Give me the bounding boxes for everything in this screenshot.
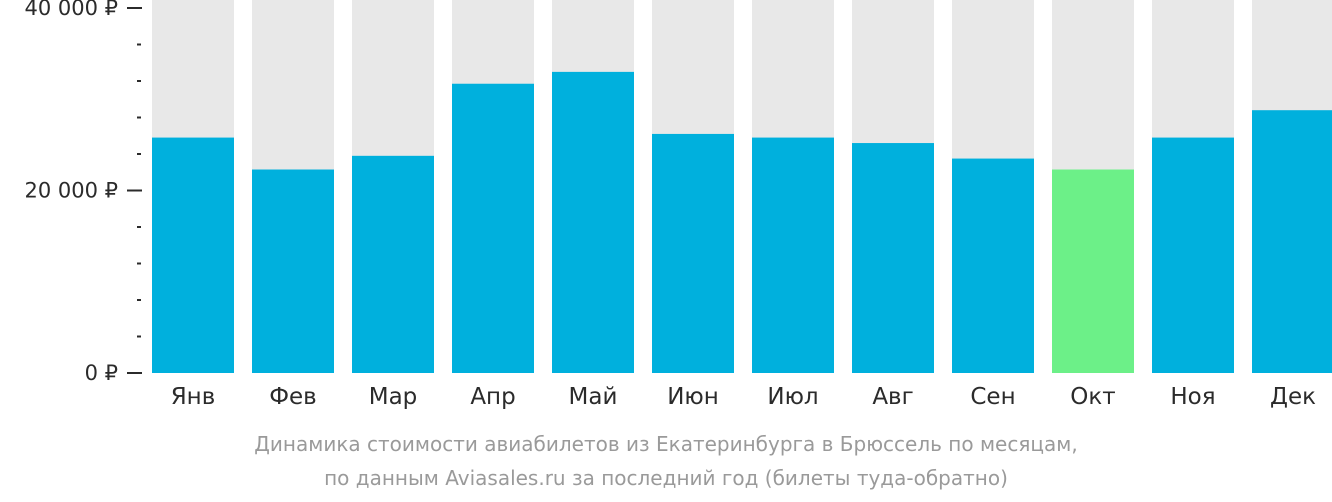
x-tick-label-11: Дек bbox=[1270, 384, 1316, 410]
x-tick-label-1: Фев bbox=[269, 384, 317, 410]
bar-11 bbox=[1252, 110, 1332, 373]
y-axis: 0 ₽ 20 000 ₽ 40 000 ₽ bbox=[24, 0, 142, 385]
bar-0 bbox=[152, 137, 234, 373]
x-tick-label-10: Ноя bbox=[1170, 384, 1215, 410]
bar-2 bbox=[352, 155, 434, 373]
bar-1 bbox=[252, 169, 334, 373]
bar-8 bbox=[952, 158, 1034, 373]
bar-5 bbox=[652, 133, 734, 373]
bar-6 bbox=[752, 137, 834, 373]
x-tick-label-0: Янв bbox=[171, 384, 216, 410]
x-tick-label-9: Окт bbox=[1070, 384, 1115, 410]
bar-4 bbox=[552, 71, 634, 373]
x-tick-label-7: Авг bbox=[872, 384, 913, 410]
chart-caption-line-1: Динамика стоимости авиабилетов из Екатер… bbox=[254, 432, 1078, 456]
bar-3 bbox=[452, 83, 534, 374]
bar-7 bbox=[852, 143, 934, 373]
chart-caption-line-2: по данным Aviasales.ru за последний год … bbox=[324, 466, 1008, 490]
x-tick-label-8: Сен bbox=[970, 384, 1015, 410]
x-tick-label-4: Май bbox=[569, 384, 618, 410]
y-tick-label-0: 0 ₽ bbox=[85, 361, 118, 385]
x-tick-label-5: Июн bbox=[667, 384, 719, 410]
x-axis-labels: Янв Фев Мар Апр Май Июн Июл Авг Сен Окт Ноя Дек bbox=[171, 384, 1316, 410]
bar-10 bbox=[1152, 137, 1234, 373]
bar-9 bbox=[1052, 169, 1134, 373]
y-tick-label-2: 40 000 ₽ bbox=[24, 0, 118, 20]
x-tick-label-2: Мар bbox=[369, 384, 418, 410]
x-tick-label-3: Апр bbox=[470, 384, 515, 410]
x-tick-label-6: Июл bbox=[767, 384, 818, 410]
data-bars bbox=[152, 71, 1332, 374]
y-tick-label-1: 20 000 ₽ bbox=[24, 179, 118, 203]
